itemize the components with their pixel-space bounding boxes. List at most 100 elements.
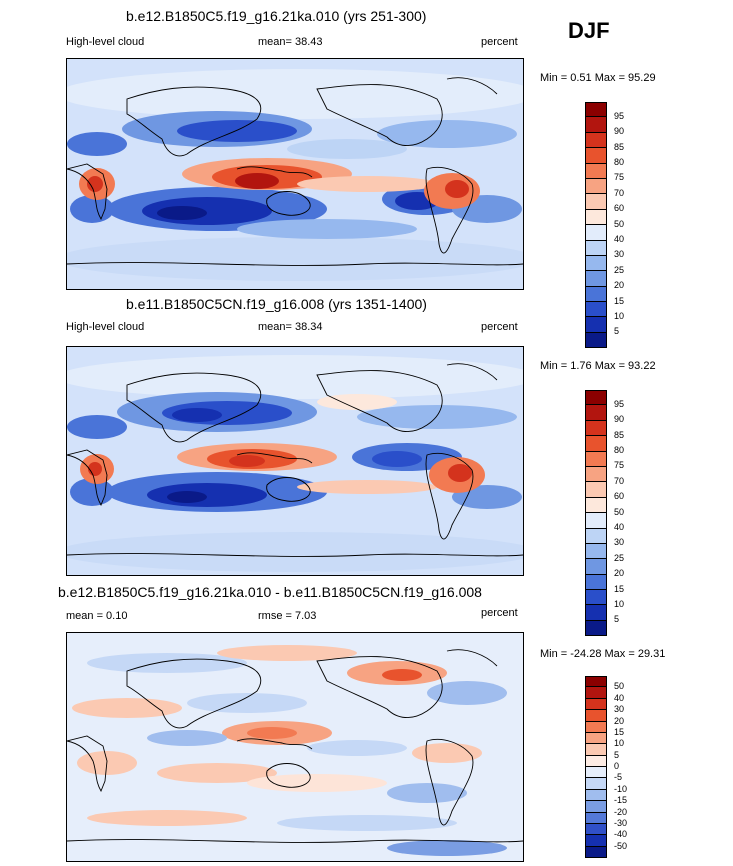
panel-1-colorbar-bin bbox=[585, 332, 607, 349]
panel-2-colorbar bbox=[585, 390, 607, 637]
panel-2-colorbar-tick: 20 bbox=[614, 568, 625, 578]
panel-3-colorbar-bin bbox=[585, 676, 607, 688]
panel-1-colorbar-tick: 5 bbox=[614, 326, 620, 336]
panel-1-colorbar-tick: 60 bbox=[614, 203, 625, 213]
panel-2-colorbar-tick: 25 bbox=[614, 553, 625, 563]
panel-3-colorbar-tick: -40 bbox=[614, 829, 628, 840]
panel-2-colorbar-tick: 95 bbox=[614, 399, 625, 409]
panel-2-colorbar-tick: 15 bbox=[614, 584, 625, 594]
panel-3-colorbar-tick: -5 bbox=[614, 772, 623, 783]
panel-3-units-label: percent bbox=[481, 607, 518, 619]
panel-1-colorbar-tick: 25 bbox=[614, 265, 625, 275]
panel-3-colorbar-tick: 50 bbox=[614, 681, 625, 692]
panel-1-colorbar-tick: 70 bbox=[614, 188, 625, 198]
panel-2-colorbar-bin bbox=[585, 620, 607, 637]
panel-1-colorbar-tick: 10 bbox=[614, 311, 625, 321]
panel-1-colorbar-tick: 30 bbox=[614, 249, 625, 259]
panel-3-mean-label: mean = 0.10 bbox=[66, 610, 128, 622]
panel-2-colorbar-tick: 50 bbox=[614, 507, 625, 517]
panel-2-colorbar-tick: 75 bbox=[614, 460, 625, 470]
panel-3-map bbox=[66, 632, 524, 862]
panel-1-colorbar-bin bbox=[585, 209, 607, 226]
panel-2-map bbox=[66, 346, 524, 576]
panel-2-mean-label: mean= 38.34 bbox=[258, 321, 323, 333]
panel-1-colorbar-tick: 95 bbox=[614, 111, 625, 121]
panel-2-minmax: Min = 1.76 Max = 93.22 bbox=[540, 360, 656, 372]
panel-3-colorbar-tick: 15 bbox=[614, 726, 625, 737]
panel-2-colorbar-bin bbox=[585, 466, 607, 483]
panel-3-colorbar-tick: -10 bbox=[614, 783, 628, 794]
panel-1-mean-label: mean= 38.43 bbox=[258, 36, 323, 48]
panel-2-colorbar-bin bbox=[585, 451, 607, 467]
panel-3-title: b.e12.B1850C5.f19_g16.21ka.010 - b.e11.B… bbox=[58, 584, 482, 600]
panel-3-colorbar-bin bbox=[585, 812, 607, 824]
panel-2-colorbar-tick: 80 bbox=[614, 445, 625, 455]
panel-1-colorbar-bin bbox=[585, 102, 607, 118]
panel-2-title: b.e11.B1850C5CN.f19_g16.008 (yrs 1351-14… bbox=[126, 296, 427, 312]
panel-2-colorbar-bin bbox=[585, 605, 607, 621]
panel-3-colorbar-tick: 5 bbox=[614, 749, 620, 760]
panel-1-colorbar-bin bbox=[585, 178, 607, 195]
panel-2-colorbar-tick: 5 bbox=[614, 614, 620, 624]
panel-3-colorbar-tick: 0 bbox=[614, 761, 620, 771]
panel-2-colorbar-bin bbox=[585, 543, 607, 560]
panel-1-colorbar-bin bbox=[585, 194, 607, 210]
panel-3-colorbar-tick: -15 bbox=[614, 795, 628, 806]
panel-1-colorbar bbox=[585, 102, 607, 349]
panel-2-colorbar-bin bbox=[585, 482, 607, 498]
panel-2-colorbar-tick: 60 bbox=[614, 491, 625, 501]
panel-2-colorbar-bin bbox=[585, 436, 607, 452]
panel-2-colorbar-bin bbox=[585, 420, 607, 437]
panel-3-colorbar-bin bbox=[585, 721, 607, 733]
panel-1-colorbar-tick: 20 bbox=[614, 280, 625, 290]
panel-3-colorbar-tick: -50 bbox=[614, 840, 628, 851]
panel-1-title: b.e12.B1850C5.f19_g16.21ka.010 (yrs 251-… bbox=[126, 8, 427, 24]
panel-1-colorbar-bin bbox=[585, 317, 607, 333]
panel-3-colorbar-bin bbox=[585, 789, 607, 802]
panel-1-colorbar-bin bbox=[585, 302, 607, 318]
panel-3-rmse-label: rmse = 7.03 bbox=[258, 610, 317, 622]
panel-3-colorbar-tick: 40 bbox=[614, 692, 625, 703]
panel-2-variable-label: High-level cloud bbox=[66, 321, 145, 333]
panel-1-colorbar-bin bbox=[585, 132, 607, 149]
panel-3-colorbar-bin bbox=[585, 823, 607, 836]
panel-1-colorbar-tick: 15 bbox=[614, 296, 625, 306]
panel-1-colorbar-bin bbox=[585, 255, 607, 272]
panel-1-colorbar-bin bbox=[585, 148, 607, 164]
panel-2-colorbar-tick: 10 bbox=[614, 599, 625, 609]
panel-3-colorbar-tick: -20 bbox=[614, 806, 628, 817]
panel-3-colorbar-tick: 30 bbox=[614, 704, 625, 715]
panel-3-colorbar-bin bbox=[585, 710, 607, 722]
panel-1-colorbar-bin bbox=[585, 271, 607, 287]
panel-2-colorbar-bin bbox=[585, 390, 607, 406]
panel-1-map bbox=[66, 58, 524, 290]
panel-1-colorbar-bin bbox=[585, 240, 607, 256]
panel-2-colorbar-bin bbox=[585, 590, 607, 606]
panel-2-colorbar-bin bbox=[585, 574, 607, 591]
panel-1-colorbar-tick: 40 bbox=[614, 234, 625, 244]
panel-1-minmax: Min = 0.51 Max = 95.29 bbox=[540, 72, 656, 84]
panel-3-colorbar-bin bbox=[585, 744, 607, 756]
panel-2-colorbar-tick: 40 bbox=[614, 522, 625, 532]
panel-3-colorbar-bin bbox=[585, 767, 607, 779]
panel-2-colorbar-bin bbox=[585, 513, 607, 529]
panel-3-minmax: Min = -24.28 Max = 29.31 bbox=[540, 648, 666, 660]
panel-1-colorbar-bin bbox=[585, 163, 607, 179]
panel-1-colorbar-tick: 75 bbox=[614, 172, 625, 182]
panel-1-colorbar-tick: 90 bbox=[614, 126, 625, 136]
panel-2-colorbar-tick: 90 bbox=[614, 414, 625, 424]
panel-2-colorbar-tick: 85 bbox=[614, 430, 625, 440]
panel-1-colorbar-tick: 85 bbox=[614, 142, 625, 152]
panel-2-colorbar-bin bbox=[585, 405, 607, 421]
panel-2-colorbar-bin bbox=[585, 497, 607, 514]
panel-1-colorbar-bin bbox=[585, 225, 607, 241]
panel-1-units-label: percent bbox=[481, 36, 518, 48]
panel-1-colorbar-tick: 80 bbox=[614, 157, 625, 167]
panel-3-colorbar bbox=[585, 676, 607, 858]
panel-2-units-label: percent bbox=[481, 321, 518, 333]
panel-3-colorbar-bin bbox=[585, 778, 607, 790]
panel-3-colorbar-tick: -30 bbox=[614, 817, 628, 828]
panel-3-colorbar-bin bbox=[585, 846, 607, 858]
panel-3-colorbar-bin bbox=[585, 801, 607, 813]
panel-1-variable-label: High-level cloud bbox=[66, 36, 145, 48]
